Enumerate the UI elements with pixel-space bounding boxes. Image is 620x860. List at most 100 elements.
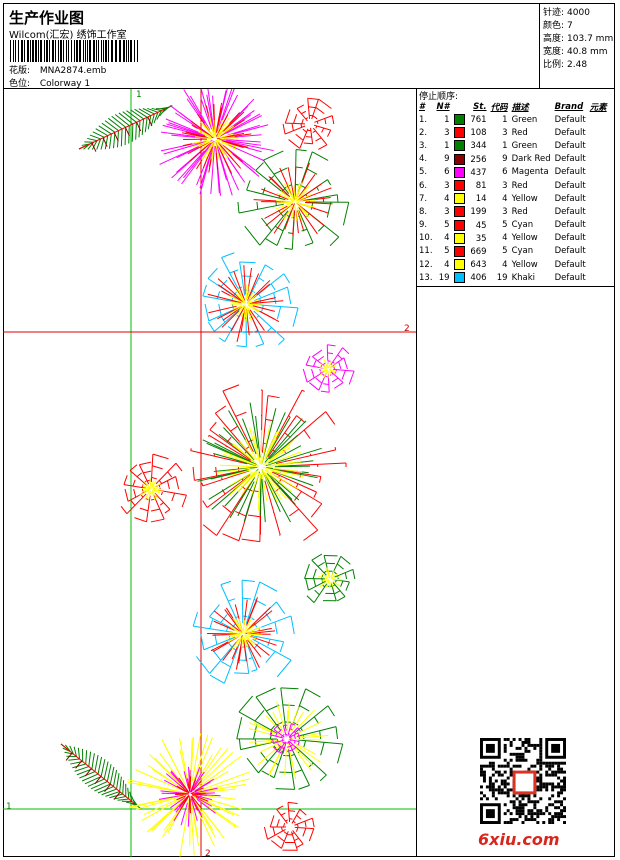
table-row: 13. 19 406 19 Khaki Default <box>417 271 609 284</box>
row-description: Red <box>511 127 528 138</box>
design-file-value: MNA2874.emb <box>39 66 107 76</box>
row-index: 9. <box>419 220 428 231</box>
row-needle: 4 <box>444 233 450 244</box>
flower-green-small <box>304 553 356 603</box>
flower-yellow-bottom <box>127 733 250 857</box>
row-element <box>588 139 609 152</box>
color-swatch <box>453 114 465 126</box>
row-stitches: 14 <box>452 192 489 205</box>
flower-magenta-small <box>302 344 355 393</box>
design-canvas: 1 1 2 2 <box>3 89 417 857</box>
row-needle: 3 <box>444 180 450 191</box>
row-needle: 4 <box>444 193 450 204</box>
row-needle: 3 <box>444 206 450 217</box>
row-stitches: 199 <box>452 205 489 218</box>
row-index: 10. <box>419 233 433 244</box>
row-needle: 9 <box>444 154 450 165</box>
row-element <box>588 219 609 232</box>
color-swatch <box>453 232 465 244</box>
row-description: Red <box>511 206 528 217</box>
guide-label-h1: 1 <box>6 802 12 812</box>
table-row: 7. 4 14 4 Yellow Default <box>417 192 609 205</box>
flower-cyan-2 <box>192 579 295 684</box>
flower-red-small-1 <box>282 97 335 150</box>
row-brand: Default <box>554 180 586 191</box>
flower-cyan-1 <box>202 252 299 348</box>
row-brand: Default <box>554 140 586 151</box>
color-swatch <box>453 140 465 152</box>
row-stitches: 643 <box>452 258 489 271</box>
row-brand: Default <box>554 272 586 283</box>
row-description: Green <box>511 140 538 151</box>
table-row: 4. 9 256 9 Dark Red Default <box>417 153 609 166</box>
row-index: 1. <box>419 114 428 125</box>
spec-height: 高度: 103.7 mm <box>543 34 614 44</box>
row-index: 8. <box>419 206 428 217</box>
color-swatch <box>453 259 465 271</box>
row-needle: 3 <box>444 127 450 138</box>
row-code: 4 <box>502 233 508 244</box>
colorway-value: Colorway 1 <box>39 79 91 89</box>
row-brand: Default <box>554 154 586 165</box>
color-swatch <box>453 153 465 165</box>
table-row: 5. 6 437 6 Magenta Default <box>417 166 609 179</box>
row-code: 3 <box>502 206 508 217</box>
row-brand: Default <box>554 259 586 270</box>
table-row: 8. 3 199 3 Red Default <box>417 205 609 218</box>
col-brand: Brand <box>554 101 584 112</box>
row-brand: Default <box>554 127 586 138</box>
row-description: Yellow <box>511 259 538 270</box>
row-needle: 5 <box>444 246 450 257</box>
col-element: 元素 <box>589 102 607 113</box>
row-needle: 5 <box>444 220 450 231</box>
embroidery-preview: 1 1 2 2 <box>3 89 416 857</box>
row-brand: Default <box>554 193 586 204</box>
table-row: 9. 5 45 5 Cyan Default <box>417 219 609 232</box>
flower-green-1 <box>237 148 350 250</box>
color-swatch <box>453 180 465 192</box>
row-element <box>588 192 609 205</box>
row-element <box>588 113 609 126</box>
design-file-line: 花版: MNA2874.emb <box>9 63 106 76</box>
row-index: 7. <box>419 193 428 204</box>
table-row: 6. 3 81 3 Red Default <box>417 179 609 192</box>
guide-label-v1: 1 <box>136 90 142 100</box>
color-swatch <box>453 166 465 178</box>
table-header-row: # N# St. 代码 描述 Brand 元素 <box>417 100 609 113</box>
row-stitches: 761 <box>452 113 489 126</box>
table-row: 12. 4 643 4 Yellow Default <box>417 258 609 271</box>
spec-stitches: 针迹: 4000 <box>543 8 590 18</box>
watermark-logo: 6xiu.com <box>478 830 560 849</box>
spec-width: 宽度: 40.8 mm <box>543 47 608 57</box>
col-stitches: St. <box>473 101 487 112</box>
row-brand: Default <box>554 167 586 178</box>
table-row: 11. 5 669 5 Cyan Default <box>417 245 609 258</box>
row-index: 13. <box>419 272 433 283</box>
colorway-line: 色位: Colorway 1 <box>9 76 90 89</box>
table-row: 1. 1 761 1 Green Default <box>417 113 609 126</box>
header-panel: 生产作业图 Wilcom(汇宏) 绣饰工作室 花版: MNA2874.emb 色… <box>3 3 540 89</box>
leaf-bottom <box>60 743 142 810</box>
table-row: 10. 4 35 4 Yellow Default <box>417 232 609 245</box>
flower-red-left <box>120 453 187 523</box>
row-brand: Default <box>554 114 586 125</box>
row-needle: 4 <box>444 259 450 270</box>
color-swatch <box>453 127 465 139</box>
guide-label-h2: 2 <box>404 324 410 334</box>
row-code: 6 <box>502 167 508 178</box>
leaf-top <box>78 105 173 152</box>
color-swatch <box>453 206 465 218</box>
row-element <box>588 179 609 192</box>
row-needle: 1 <box>444 140 450 151</box>
row-stitches: 344 <box>452 139 489 152</box>
row-code: 1 <box>502 114 508 125</box>
row-index: 6. <box>419 180 428 191</box>
col-index: # <box>419 101 425 112</box>
row-stitches: 256 <box>452 153 489 166</box>
row-index: 11. <box>419 246 433 257</box>
row-brand: Default <box>554 220 586 231</box>
col-description: 描述 <box>511 102 529 113</box>
row-stitches: 108 <box>452 126 489 139</box>
color-swatch <box>453 272 465 284</box>
table-row: 3. 1 344 1 Green Default <box>417 139 609 152</box>
